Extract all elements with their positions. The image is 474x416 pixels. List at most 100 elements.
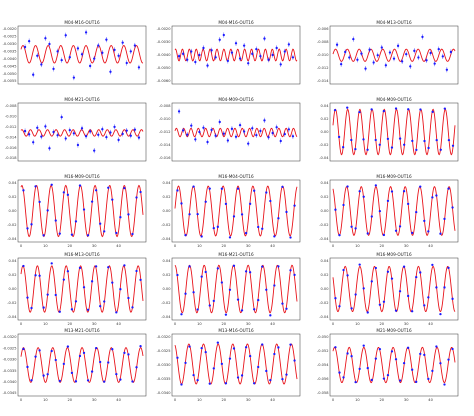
plot-frame (329, 333, 459, 397)
x-tick-label: 40 (428, 244, 433, 248)
data-point (253, 189, 256, 192)
data-point (289, 343, 292, 346)
data-point (198, 130, 201, 134)
data-point (337, 135, 341, 139)
fit-curve (332, 265, 456, 313)
data-point (392, 57, 396, 60)
data-point (22, 347, 25, 351)
data-point (90, 370, 94, 373)
data-point (212, 226, 215, 230)
data-point (238, 123, 242, 127)
data-point (362, 344, 365, 347)
data-point (354, 293, 357, 296)
y-tick-label: -0.014 (5, 135, 17, 139)
data-point (447, 138, 451, 142)
data-point (382, 109, 385, 113)
panel-title: M04-M16-OUT16 (64, 20, 100, 25)
data-point (176, 273, 179, 277)
data-point (390, 190, 394, 193)
fit-curve (174, 343, 298, 385)
y-tick-label: -0.0330 (3, 358, 18, 362)
data-point (281, 302, 284, 305)
data-point (196, 379, 199, 382)
y-tick-label: -0.0020 (157, 27, 172, 31)
data-point (26, 227, 29, 230)
data-point (291, 56, 295, 59)
y-tick-label: -0.010 (159, 117, 171, 121)
y-tick-label: -0.04 (161, 315, 171, 319)
data-point (216, 341, 219, 344)
data-point (76, 47, 80, 50)
y-tick-label: 0.02 (320, 117, 328, 121)
data-point (240, 374, 244, 377)
data-point (52, 130, 55, 134)
data-point (99, 360, 102, 364)
data-point (259, 55, 262, 58)
data-point (236, 376, 240, 379)
data-point (226, 59, 230, 63)
data-point (419, 352, 422, 355)
data-point (338, 234, 341, 237)
data-point (42, 234, 45, 237)
data-point (70, 308, 74, 311)
data-point (135, 366, 138, 369)
data-point (86, 379, 90, 382)
x-tick-label: 0 (20, 244, 23, 248)
panel-title: M16-M13-OUT16 (64, 252, 100, 257)
x-tick-label: 40 (116, 244, 121, 248)
x-tick-label: 10 (355, 322, 360, 326)
x-tick-label: 10 (355, 244, 360, 248)
data-point (111, 198, 114, 201)
data-point (423, 139, 426, 143)
data-point (372, 61, 375, 64)
data-point (411, 310, 414, 313)
plot-frame (17, 333, 147, 397)
data-point (285, 373, 288, 376)
data-point (431, 110, 434, 113)
y-tick-label: -0.0320 (3, 335, 18, 339)
data-point (376, 54, 379, 57)
data-point (105, 38, 108, 41)
data-point (194, 138, 197, 141)
data-point (208, 304, 211, 307)
data-point (99, 222, 102, 225)
data-point (192, 373, 195, 377)
data-point (398, 290, 402, 293)
y-tick-label: -0.04 (319, 315, 329, 319)
data-point (214, 56, 217, 59)
y-tick-label: -0.04 (161, 237, 171, 241)
data-point (196, 308, 199, 311)
data-point (198, 53, 201, 57)
data-point (293, 273, 296, 277)
data-point (415, 210, 418, 214)
data-point (421, 35, 424, 39)
data-point (427, 377, 430, 381)
data-point (419, 185, 422, 188)
data-point (423, 219, 426, 223)
data-point (451, 347, 454, 351)
data-point (123, 351, 126, 355)
panel-title: M16-M21-OUT16 (218, 252, 254, 257)
panel-title: M04-M16-OUT16 (218, 20, 254, 25)
x-tick-label: 20 (380, 244, 385, 248)
y-tick-label: -0.012 (5, 125, 17, 129)
data-point (94, 346, 98, 350)
data-point (390, 146, 394, 149)
x-tick-label: 40 (270, 398, 275, 402)
data-point (208, 187, 211, 190)
data-point (285, 307, 288, 310)
data-point (86, 234, 90, 237)
x-tick-label: 30 (246, 398, 251, 402)
x-tick-label: 20 (222, 244, 227, 248)
panel-9: M16-M09-OUT16 0.04 0.02 0.00 -0.02 -0.040 10 20… (319, 174, 459, 248)
y-tick-label: 0.04 (320, 259, 329, 263)
data-point (34, 185, 37, 188)
data-point (370, 215, 373, 218)
data-point (107, 266, 110, 269)
data-point (398, 137, 402, 140)
data-point (133, 128, 137, 131)
data-point (244, 346, 248, 349)
x-tick-label: 0 (20, 398, 23, 402)
y-tick-label: -0.0325 (157, 349, 171, 353)
data-point (210, 49, 213, 52)
